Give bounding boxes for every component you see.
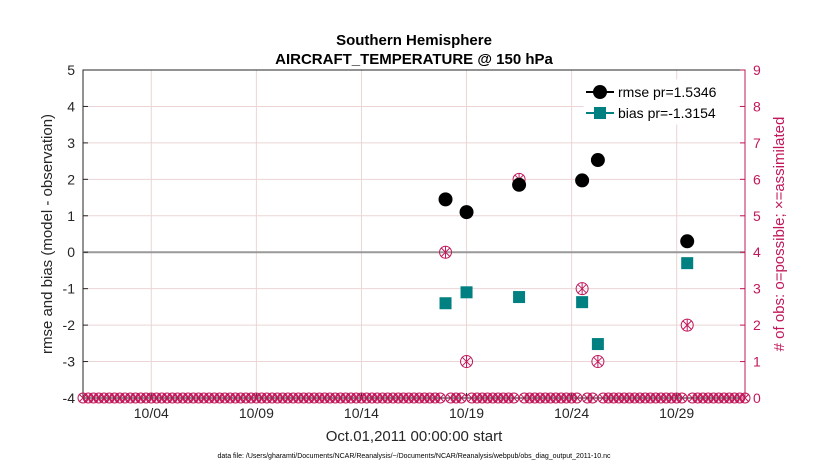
bias-point	[460, 286, 473, 299]
rmse-point	[459, 205, 474, 220]
rmse-point	[590, 153, 605, 168]
y-tick-label: -1	[63, 281, 76, 297]
bias-point	[513, 291, 526, 304]
chart-title: Southern Hemisphere	[336, 32, 492, 49]
data-file-footnote: data file: /Users/gharamti/Documents/NCA…	[217, 453, 611, 460]
obs-possible-marker	[676, 392, 688, 404]
rmse-point	[512, 177, 527, 192]
obs-assimilated-marker	[440, 246, 451, 259]
obs-possible-marker	[455, 392, 467, 404]
legend-rmse-label: rmse pr=1.5346	[618, 84, 717, 100]
right-tick-label: 9	[753, 62, 761, 78]
obs-possible-marker	[434, 392, 446, 404]
legend-bias-marker	[594, 107, 606, 119]
obs-assimilated-marker	[572, 393, 582, 403]
axis-ticks: 10/04 10/09 10/14 10/19 10/24 10/29 -4 -3 -2 -1 0 1…	[63, 62, 761, 421]
y-tick-label: 1	[67, 208, 75, 224]
legend-bias-label: bias pr=-1.3154	[618, 105, 716, 121]
y-tick-label: -4	[63, 390, 76, 406]
right-tick-label: 5	[753, 208, 761, 224]
y-axis-label-right: # of obs: o=possible; ×=assimilated	[771, 117, 788, 352]
series-markers	[438, 153, 695, 351]
obs-assimilated-marker	[509, 393, 519, 403]
right-tick-label: 6	[753, 171, 761, 187]
rmse-point	[575, 173, 590, 188]
rmse-point	[680, 234, 695, 249]
obs-assimilated-marker	[435, 393, 445, 403]
obs-assimilated-marker	[677, 393, 687, 403]
x-tick-label: 10/24	[554, 405, 589, 421]
y-tick-label: 2	[67, 171, 75, 187]
obs-assimilated-marker	[577, 282, 587, 295]
y-axis-label: rmse and bias (model - observation)	[39, 114, 56, 354]
x-tick-label: 10/29	[659, 405, 694, 421]
x-tick-label: 10/14	[344, 405, 379, 421]
y-tick-label: 5	[67, 62, 75, 78]
obs-assimilated-marker	[682, 319, 693, 332]
obs-count-markers	[77, 172, 751, 404]
legend-box	[583, 79, 739, 125]
obs-possible-marker	[739, 392, 751, 404]
y-tick-label: 4	[67, 98, 75, 114]
obs-assimilated-marker	[456, 393, 466, 403]
obs-assimilated-marker	[588, 393, 597, 403]
bias-point	[681, 257, 694, 270]
x-axis-label: Oct.01,2011 00:00:00 start	[326, 428, 503, 445]
bias-point	[576, 296, 589, 309]
chart-subtitle: AIRCRAFT_TEMPERATURE @ 150 hPa	[275, 51, 553, 68]
legend-rmse-marker	[593, 85, 607, 99]
rmse-point	[438, 192, 453, 207]
obs-assimilated-marker	[461, 355, 472, 368]
legend: rmse pr=1.5346 bias pr=-1.3154	[583, 79, 739, 125]
x-tick-label: 10/04	[134, 405, 169, 421]
right-tick-label: 8	[753, 98, 761, 114]
x-tick-label: 10/19	[449, 405, 484, 421]
right-tick-label: 0	[753, 390, 761, 406]
y-tick-label: -2	[63, 317, 76, 333]
bias-point	[439, 297, 452, 310]
y-tick-label: 3	[67, 135, 75, 151]
x-tick-label: 10/09	[239, 405, 274, 421]
y-tick-label: -3	[63, 354, 76, 370]
right-tick-label: 1	[753, 354, 761, 370]
obs-possible-marker	[571, 392, 583, 404]
right-tick-label: 4	[753, 244, 761, 260]
right-tick-label: 2	[753, 317, 761, 333]
obs-possible-marker	[508, 392, 520, 404]
obs-possible-marker	[587, 392, 599, 404]
bias-point	[591, 338, 604, 351]
right-tick-label: 3	[753, 281, 761, 297]
obs-assimilated-marker	[740, 393, 750, 403]
obs-assimilated-marker	[593, 355, 603, 368]
right-tick-label: 7	[753, 135, 761, 151]
y-tick-label: 0	[67, 244, 75, 260]
